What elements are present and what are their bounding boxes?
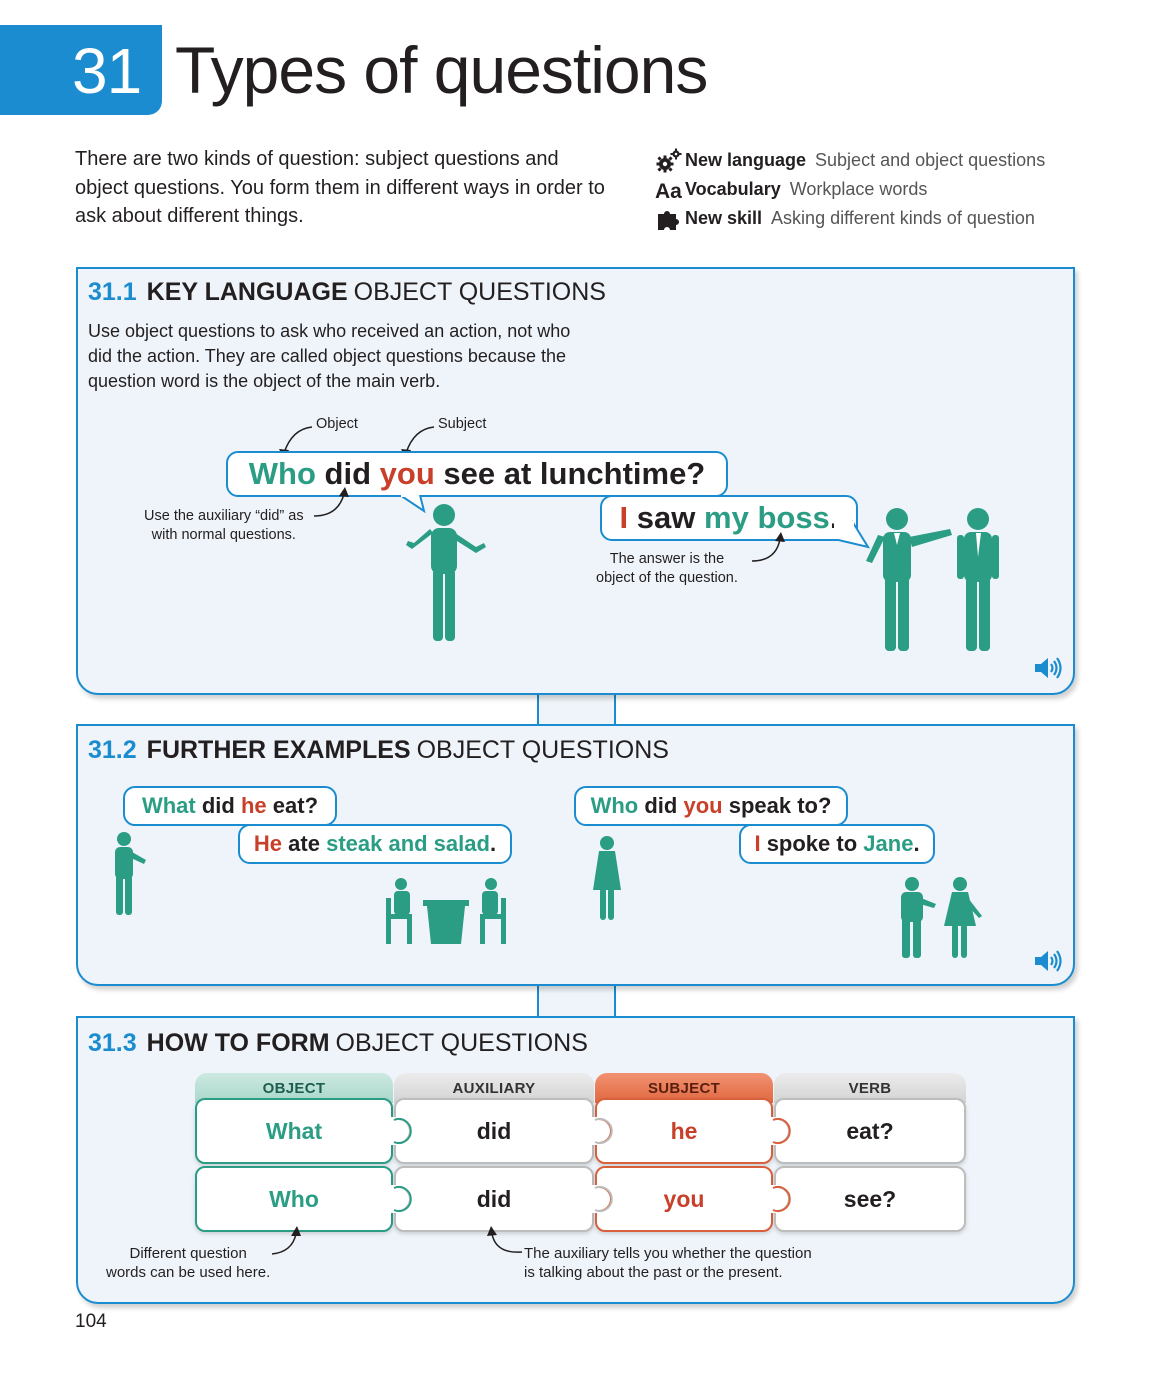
label-subject: Subject xyxy=(438,416,487,432)
q1-auxiliary: did xyxy=(201,793,235,818)
diners-at-table-icon xyxy=(386,878,506,944)
q2-auxiliary: did xyxy=(644,793,678,818)
q1-subject: he xyxy=(240,793,267,818)
q2-verb: speak to? xyxy=(728,793,832,818)
note-question-words: Different question words can be used her… xyxy=(106,1245,271,1281)
panel-connector xyxy=(537,983,616,1019)
section-title-thin: OBJECT QUESTIONS xyxy=(353,278,606,306)
boss-and-employee-icon xyxy=(866,508,999,651)
example2-question-bubble: Who did you speak to? xyxy=(574,786,848,826)
chapter-number: 31 xyxy=(72,35,142,107)
section-number: 31.3 xyxy=(88,1029,137,1057)
table-cell-auxiliary: did xyxy=(394,1098,594,1164)
audio-icon[interactable] xyxy=(1033,948,1063,974)
meta-new-language: New language Subject and object question… xyxy=(655,146,1045,175)
puzzle-icon xyxy=(655,206,685,232)
man-and-woman-talking-icon xyxy=(901,877,982,958)
bubble-tail xyxy=(399,495,426,514)
man-standing-icon xyxy=(115,832,146,915)
meta-value: Workplace words xyxy=(789,179,928,199)
chapter-number-box xyxy=(0,25,162,115)
question-word-subject: you xyxy=(379,456,435,491)
meta-key: New language xyxy=(685,150,807,170)
puzzle-knobs xyxy=(382,1117,791,1213)
section-title-bold: HOW TO FORM xyxy=(146,1029,330,1057)
section-description: Use object questions to ask who received… xyxy=(88,321,571,391)
a2-period: . xyxy=(913,831,920,856)
table-cell-object: Who xyxy=(195,1166,393,1232)
page-number: 104 xyxy=(75,1311,107,1332)
note-auxiliary-tense: The auxiliary tells you whether the ques… xyxy=(524,1245,812,1281)
table-cell-object: What xyxy=(195,1098,393,1164)
meta-key: Vocabulary xyxy=(685,179,781,199)
person-asking-icon xyxy=(406,504,486,641)
section-title-bold: FURTHER EXAMPLES xyxy=(146,736,411,764)
svg-text:Aa: Aa xyxy=(655,180,682,201)
question-word-auxiliary: did xyxy=(324,456,372,491)
arrow-to-did xyxy=(313,487,349,517)
note-auxiliary: Use the auxiliary “did” as with normal q… xyxy=(144,508,304,543)
section-title-bold: KEY LANGUAGE xyxy=(146,278,348,306)
bubble-tail xyxy=(834,520,871,549)
arrow-to-boss xyxy=(751,532,785,562)
section-title-thin: OBJECT QUESTIONS xyxy=(335,1029,588,1057)
a2-verb: spoke to xyxy=(766,831,858,856)
example1-answer-bubble: He ate steak and salad. xyxy=(238,824,512,864)
a1-subject: He xyxy=(253,831,283,856)
meta-list: New language Subject and object question… xyxy=(655,146,1045,233)
section-title: 31.2 FURTHER EXAMPLES OBJECT QUESTIONS xyxy=(88,736,669,765)
section-title-thin: OBJECT QUESTIONS xyxy=(416,736,669,764)
arrow-to-auxiliary-column xyxy=(487,1226,523,1253)
table-cell-subject: you xyxy=(595,1166,773,1232)
gears-icon xyxy=(655,148,685,174)
table-cell-auxiliary: did xyxy=(394,1166,594,1232)
section-key-language: 31.1 KEY LANGUAGE OBJECT QUESTIONS Use obj… xyxy=(76,267,1075,695)
q2-object: Who xyxy=(590,793,639,818)
meta-vocabulary: Aa Vocabulary Workplace words xyxy=(655,175,1045,204)
label-object: Object xyxy=(316,416,358,432)
a2-object: Jane xyxy=(863,831,914,856)
example2-answer-bubble: I spoke to Jane. xyxy=(739,824,935,864)
audio-icon[interactable] xyxy=(1033,655,1063,681)
q1-verb: eat? xyxy=(272,793,319,818)
aa-icon: Aa xyxy=(655,179,685,201)
question-word-object: Who xyxy=(248,456,316,491)
a2-subject: I xyxy=(754,831,761,856)
question-word-rest: see at lunchtime? xyxy=(443,456,706,491)
note-answer: The answer is the object of the question… xyxy=(596,551,738,586)
a1-period: . xyxy=(489,831,497,856)
answer-bubble: I saw my boss. xyxy=(600,495,858,541)
q2-subject: you xyxy=(683,793,723,818)
meta-value: Asking different kinds of question xyxy=(771,208,1035,228)
arrow-to-object-column xyxy=(271,1226,301,1255)
a1-verb: ate xyxy=(288,831,320,856)
meta-value: Subject and object questions xyxy=(815,150,1046,170)
q1-object: What xyxy=(141,793,196,818)
answer-word-subject: I xyxy=(619,500,629,535)
question-bubble: Who did you see at lunchtime? xyxy=(226,451,728,497)
section-title: 31.1 KEY LANGUAGE OBJECT QUESTIONS xyxy=(88,278,606,307)
example1-question-bubble: What did he eat? xyxy=(123,786,337,826)
answer-word-period: . xyxy=(829,500,839,535)
a1-object: steak and salad xyxy=(326,831,490,856)
section-how-to-form: 31.3 HOW TO FORM OBJECT QUESTIONS OBJECT A… xyxy=(76,1016,1075,1304)
section-number: 31.1 xyxy=(88,278,137,306)
section-further-examples: 31.2 FURTHER EXAMPLES OBJECT QUESTIONS Wha… xyxy=(76,724,1075,986)
answer-word-verb: saw xyxy=(636,500,696,535)
section-title: 31.3 HOW TO FORM OBJECT QUESTIONS xyxy=(88,1029,588,1058)
panel-connector xyxy=(537,692,616,727)
table-cell-verb: see? xyxy=(774,1166,966,1232)
woman-standing-icon xyxy=(593,836,621,920)
section-number: 31.2 xyxy=(88,736,137,764)
page-title: Types of questions xyxy=(175,33,708,107)
intro-text: There are two kinds of question: subject… xyxy=(75,148,605,227)
table-cell-subject: he xyxy=(595,1098,773,1164)
answer-word-object: my boss xyxy=(704,500,830,535)
meta-new-skill: New skill Asking different kinds of ques… xyxy=(655,204,1045,233)
meta-key: New skill xyxy=(685,208,763,228)
